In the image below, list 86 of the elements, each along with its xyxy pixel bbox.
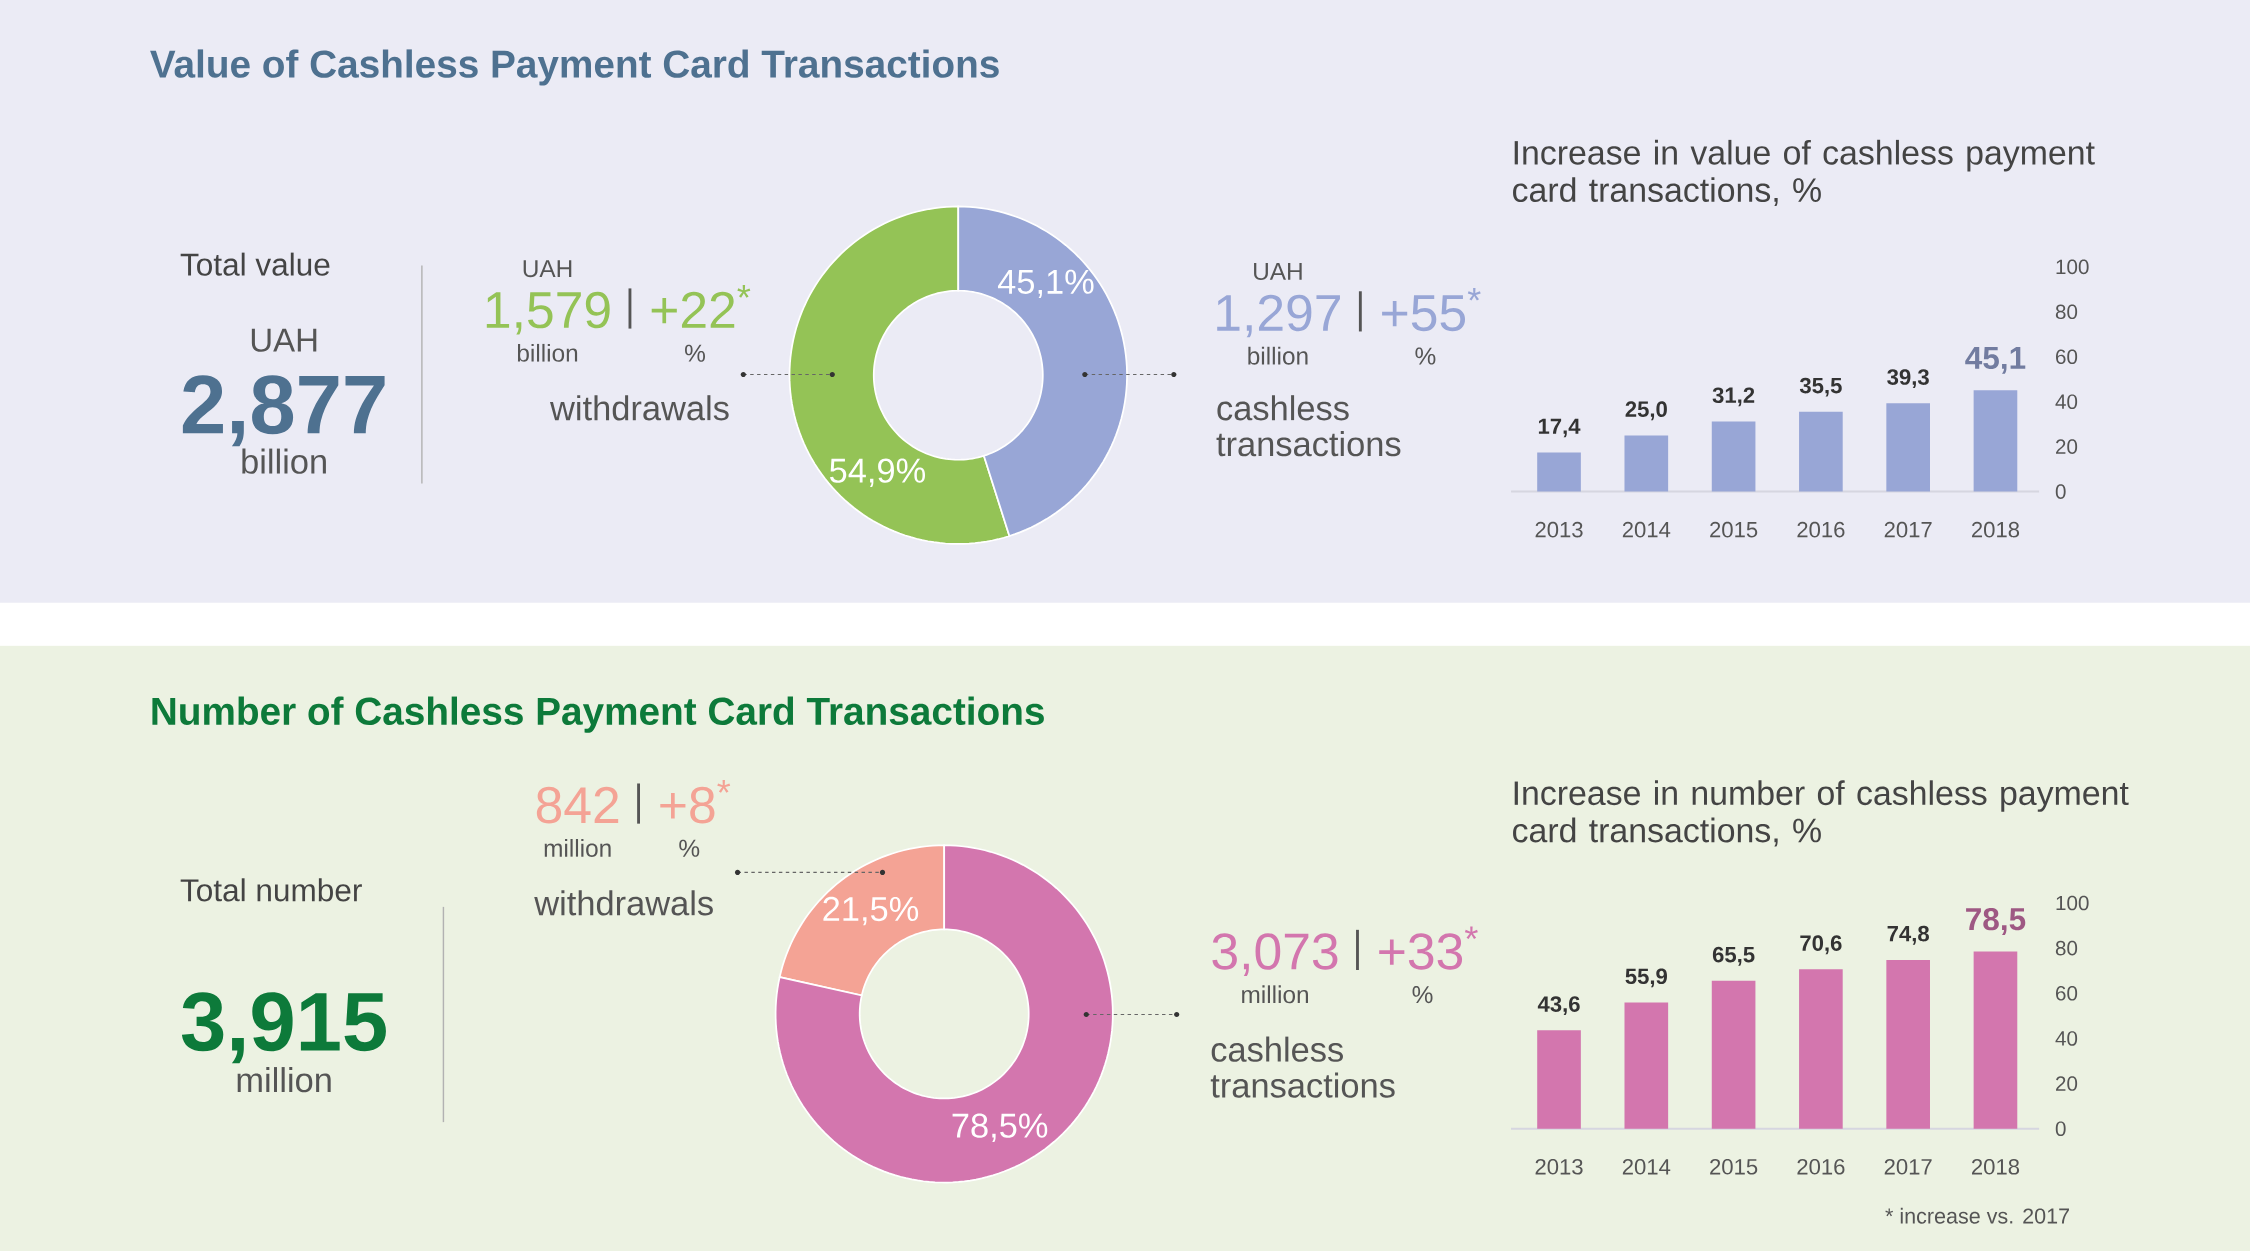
data-label: 31,2 — [1712, 387, 1755, 407]
text: Value of Cashless Payment Card Transactions — [150, 49, 999, 86]
data-label: 78,5 — [1966, 907, 2026, 935]
text: billion — [1248, 346, 1308, 365]
data-label: 43,6 — [1537, 996, 1580, 1015]
slice-label: cashless transactions — [1210, 1036, 1395, 1098]
text: 3,073 — [1212, 933, 1338, 976]
bar — [1711, 421, 1756, 492]
y-tick-label: 100 — [2056, 259, 2089, 275]
slice-label: cashless transactions — [1216, 395, 1401, 457]
data-label: 55,9 — [1625, 968, 1667, 988]
data-label: 17,4 — [1538, 418, 1581, 438]
text: 2,877 — [182, 375, 385, 447]
text: +8$^{*}$ — [660, 779, 731, 824]
data-label: 74,8 — [1887, 925, 1929, 945]
data-label: 39,3 — [1887, 369, 1929, 388]
text: UAH — [1254, 262, 1302, 280]
data-label: 45,1 — [1965, 346, 2026, 374]
x-tick-label: 2015 — [1710, 1158, 1758, 1175]
text: UAH — [523, 260, 572, 278]
text: 3,915 — [181, 992, 386, 1064]
text: million — [544, 838, 611, 857]
data-label: 70,6 — [1800, 935, 1842, 954]
x-tick-label: 2014 — [1622, 1158, 1671, 1175]
x-tick-label: 2018 — [1972, 521, 2020, 538]
chart-title: Increase in number of cashless payment card transactions, % — [1513, 780, 2129, 847]
text: 842 — [536, 786, 619, 824]
text: Number of Cashless Payment Card Transactions — [152, 696, 1044, 733]
y-tick-label: 20 — [2056, 439, 2078, 454]
slice-label: withdrawals — [550, 395, 729, 421]
x-tick-label: 2013 — [1535, 1158, 1583, 1175]
text: +33$^{*}$ — [1379, 926, 1478, 970]
text: +22$^{*}$ — [651, 284, 751, 328]
bar — [1886, 403, 1930, 492]
y-tick-label: 60 — [2056, 985, 2078, 1001]
chart-title: Increase in value of cashless payment card transactions, % — [1513, 139, 2095, 206]
data-label: 65,5 — [1712, 946, 1755, 966]
bar — [1973, 390, 2018, 492]
text: 1,297 — [1217, 294, 1340, 338]
x-tick-label: 2016 — [1797, 521, 1845, 538]
data-label: 45,1% — [997, 269, 1094, 298]
slice-label: withdrawals — [534, 890, 713, 916]
bar — [1624, 1002, 1669, 1129]
bar — [1973, 951, 2018, 1129]
text: Total value — [180, 252, 330, 276]
y-tick-label: 0 — [2055, 1121, 2066, 1136]
x-tick-label: 2017 — [1884, 521, 1932, 538]
text: % — [1415, 347, 1436, 365]
y-tick-label: 80 — [2055, 304, 2078, 319]
x-tick-label: 2018 — [1972, 1158, 2020, 1175]
bar — [1537, 452, 1581, 492]
text: Total number — [180, 878, 362, 902]
y-tick-label: 80 — [2055, 940, 2078, 956]
text: UAH — [251, 328, 317, 352]
bar — [1799, 969, 1843, 1129]
data-label: 25,0 — [1625, 401, 1667, 421]
y-tick-label: 40 — [2055, 394, 2078, 409]
text: 1,579 — [486, 291, 610, 335]
y-tick-label: 100 — [2056, 895, 2089, 911]
bar — [1799, 411, 1843, 492]
y-tick-label: 0 — [2055, 484, 2066, 499]
text: million — [1242, 985, 1308, 1004]
x-tick-label: 2017 — [1884, 1158, 1932, 1175]
text: billion — [517, 343, 578, 362]
bar — [1624, 435, 1669, 492]
x-tick-label: 2015 — [1710, 521, 1758, 538]
text: % — [1412, 985, 1433, 1004]
x-tick-label: 2016 — [1797, 1158, 1845, 1175]
text: % — [679, 839, 700, 857]
text: +55$^{*}$ — [1382, 287, 1481, 332]
y-tick-label: 60 — [2056, 349, 2078, 364]
data-label: 78,5% — [952, 1113, 1048, 1142]
bar — [1711, 980, 1756, 1129]
bar — [1537, 1030, 1581, 1129]
y-tick-label: 20 — [2056, 1076, 2078, 1091]
x-tick-label: 2014 — [1622, 521, 1671, 538]
text: % — [685, 344, 706, 362]
text: billion — [242, 448, 326, 474]
y-tick-label: 40 — [2055, 1031, 2078, 1046]
data-label: 54,9% — [830, 458, 926, 487]
x-tick-label: 2013 — [1535, 521, 1583, 538]
text: * increase vs. 2017 — [1885, 1207, 2069, 1224]
bar — [1886, 959, 1930, 1129]
data-label: 21,5% — [823, 896, 919, 926]
text: million — [237, 1066, 331, 1093]
data-label: 35,5 — [1799, 377, 1842, 397]
